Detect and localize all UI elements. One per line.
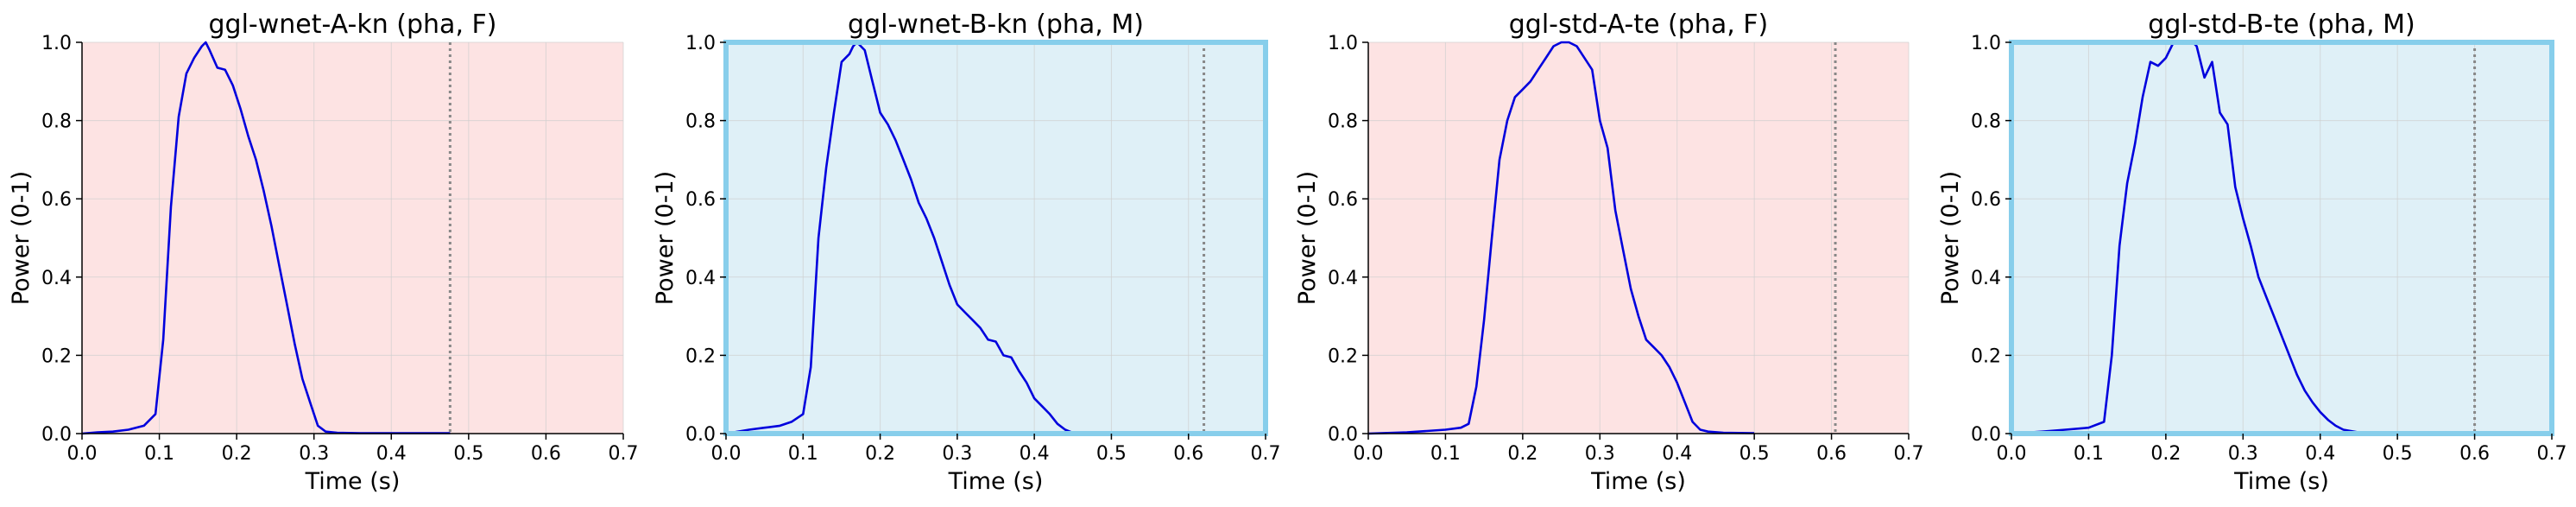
- y-axis-label: Power (0-1): [652, 171, 679, 305]
- x-tick-label: 0.1: [144, 443, 174, 465]
- x-tick-label: 0.4: [1662, 443, 1692, 465]
- x-tick-label: 0.0: [67, 443, 98, 465]
- x-tick-label: 0.3: [2228, 443, 2258, 465]
- x-tick-label: 0.2: [1507, 443, 1537, 465]
- panel-title: ggl-std-B-te (pha, M): [2148, 10, 2415, 40]
- x-tick-label: 0.1: [2074, 443, 2104, 465]
- x-tick-label: 0.2: [865, 443, 895, 465]
- y-tick-label: 0.2: [41, 345, 72, 367]
- y-tick-label: 0.6: [1971, 189, 2001, 211]
- power-series-line: [725, 41, 1074, 435]
- x-tick-label: 0.5: [1096, 443, 1127, 465]
- x-axis-label: Time (s): [1590, 468, 1686, 495]
- y-tick-label: 0.4: [1971, 268, 2001, 289]
- x-tick-label: 0.6: [1816, 443, 1847, 465]
- y-tick-label: 0.6: [1328, 189, 1358, 211]
- x-tick-label: 0.2: [2150, 443, 2181, 465]
- y-tick-label: 0.2: [1328, 345, 1358, 367]
- x-tick-label: 0.4: [2305, 443, 2335, 465]
- plot-background: [1368, 42, 1909, 434]
- x-axis-label: Time (s): [305, 468, 401, 495]
- y-tick-label: 0.6: [41, 189, 72, 211]
- x-axis-label: Time (s): [2233, 468, 2329, 495]
- x-tick-label: 0.4: [1020, 443, 1050, 465]
- y-tick-label: 0.2: [1971, 345, 2001, 367]
- x-tick-label: 0.3: [1585, 443, 1615, 465]
- x-tick-label: 0.0: [1997, 443, 2027, 465]
- y-axis-label: Power (0-1): [1294, 171, 1321, 305]
- y-tick-label: 0.4: [685, 268, 716, 289]
- x-tick-label: 0.4: [376, 443, 407, 465]
- x-tick-label: 0.5: [1739, 443, 1770, 465]
- panel-title: ggl-std-A-te (pha, F): [1509, 10, 1768, 40]
- x-tick-label: 0.2: [222, 443, 252, 465]
- x-tick-label: 0.1: [1430, 443, 1461, 465]
- x-tick-label: 0.7: [609, 443, 639, 465]
- plot-background: [82, 42, 623, 434]
- x-axis-label: Time (s): [948, 468, 1044, 495]
- y-tick-label: 0.8: [1328, 111, 1358, 133]
- y-tick-label: 1.0: [41, 33, 72, 54]
- x-tick-label: 0.0: [1354, 443, 1384, 465]
- x-tick-label: 0.5: [453, 443, 483, 465]
- panel-title: ggl-wnet-B-kn (pha, M): [848, 10, 1144, 40]
- panel-title: ggl-wnet-A-kn (pha, F): [209, 10, 497, 40]
- y-tick-label: 0.4: [41, 268, 72, 289]
- y-tick-label: 0.0: [41, 424, 72, 446]
- plot-background: [726, 42, 1266, 434]
- x-tick-label: 0.6: [2459, 443, 2490, 465]
- y-tick-label: 0.8: [685, 111, 716, 133]
- y-tick-label: 0.0: [685, 424, 716, 446]
- y-tick-label: 0.6: [685, 189, 716, 211]
- plot-background: [2011, 42, 2552, 434]
- y-tick-label: 1.0: [1328, 33, 1358, 54]
- y-tick-label: 0.2: [685, 345, 716, 367]
- x-tick-label: 0.6: [1173, 443, 1203, 465]
- y-tick-label: 0.0: [1971, 424, 2001, 446]
- plot-frame: [2009, 40, 2554, 436]
- x-tick-label: 0.7: [1894, 443, 1924, 465]
- x-tick-label: 0.1: [788, 443, 818, 465]
- x-tick-label: 0.7: [1251, 443, 1281, 465]
- plot-frame: [723, 40, 1268, 436]
- power-series-line: [2011, 41, 2398, 435]
- x-tick-label: 0.6: [531, 443, 561, 465]
- x-tick-label: 0.3: [299, 443, 329, 465]
- y-tick-label: 0.4: [1328, 268, 1358, 289]
- y-tick-label: 1.0: [1971, 33, 2001, 54]
- chart-panel-1: 0.0 0.1 0.2 0.3 0.4 0.5 0.6 0.7 0.0 0.2 0.4 0.6 0.8 1…: [8, 10, 639, 495]
- chart-panel-2: 0.0 0.1 0.2 0.3 0.4 0.5 0.6 0.7 0.0 0.2 0.4 0.6 0.8 1…: [652, 10, 1281, 495]
- power-series-line: [81, 41, 451, 435]
- chart-panel-4: 0.0 0.1 0.2 0.3 0.4 0.5 0.6 0.7 0.0 0.2 0.4 0.6 0.8 1…: [1937, 10, 2567, 495]
- y-axis-label: Power (0-1): [8, 171, 35, 305]
- power-series-line: [1367, 41, 1755, 435]
- x-tick-label: 0.7: [2537, 443, 2567, 465]
- y-tick-label: 0.8: [1971, 111, 2001, 133]
- x-tick-label: 0.0: [711, 443, 742, 465]
- y-tick-label: 0.8: [41, 111, 72, 133]
- x-tick-label: 0.3: [942, 443, 972, 465]
- y-axis-label: Power (0-1): [1937, 171, 1964, 305]
- y-tick-label: 0.0: [1328, 424, 1358, 446]
- chart-panel-3: 0.0 0.1 0.2 0.3 0.4 0.5 0.6 0.7 0.0 0.2 0.4 0.6 0.8 1…: [1294, 10, 1924, 495]
- x-tick-label: 0.5: [2383, 443, 2413, 465]
- y-tick-label: 1.0: [685, 33, 716, 54]
